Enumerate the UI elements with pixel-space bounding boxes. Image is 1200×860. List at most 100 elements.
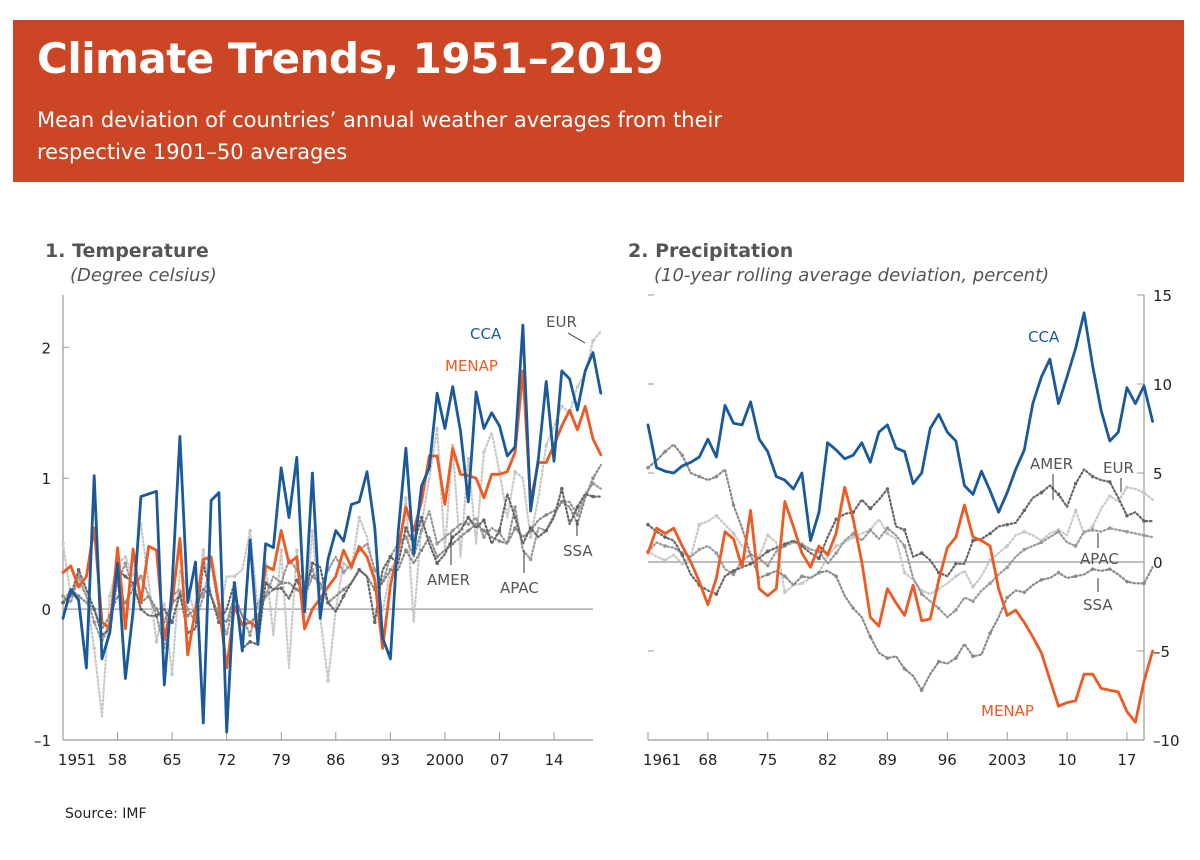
- data-point-eur: [834, 544, 838, 548]
- series-line-ssa: [61, 464, 602, 630]
- data-point-apac: [1107, 526, 1112, 530]
- data-point-amer: [310, 561, 315, 566]
- data-point-apac: [1056, 529, 1061, 534]
- data-point-amer: [575, 505, 580, 509]
- series-line-cca: [61, 323, 603, 734]
- data-point-ssa: [310, 574, 315, 579]
- data-point-ssa: [544, 513, 549, 517]
- series-line-eur: [61, 330, 602, 718]
- data-point-amer: [731, 569, 736, 573]
- data-point-amer: [357, 568, 361, 572]
- data-point-eur: [466, 456, 471, 461]
- temperature-panel-subtitle: (Degree celsius): [70, 265, 217, 286]
- source-note: Source: IMF: [65, 806, 147, 822]
- data-point-eur: [435, 426, 439, 431]
- label-leader-line: [567, 332, 586, 344]
- data-point-amer: [123, 574, 128, 579]
- data-point-amer: [817, 556, 821, 561]
- data-point-eur: [1022, 529, 1027, 534]
- data-point-eur: [800, 581, 804, 586]
- series-label-cca: CCA: [470, 325, 502, 343]
- x-tick-label: 1961: [643, 751, 681, 769]
- data-point-amer: [646, 522, 650, 527]
- data-point-apac: [372, 568, 377, 572]
- data-point-apac: [936, 606, 941, 611]
- data-point-ssa: [714, 474, 719, 479]
- y-tick-label: –5: [1153, 643, 1170, 661]
- data-point-amer: [591, 494, 595, 499]
- data-point-eur: [575, 384, 580, 389]
- data-point-ssa: [341, 587, 346, 592]
- data-point-eur: [1107, 494, 1112, 498]
- data-point-amer: [1073, 481, 1078, 486]
- data-point-amer: [544, 528, 549, 533]
- data-point-ssa: [954, 656, 958, 660]
- data-point-ssa: [450, 541, 455, 546]
- data-point-apac: [885, 526, 890, 530]
- series-line-ssa: [646, 443, 1154, 692]
- data-point-amer: [1107, 480, 1112, 484]
- x-tick-label: 10: [1057, 751, 1076, 769]
- y-tick-label: 15: [1153, 287, 1172, 305]
- x-tick-label: 93: [381, 751, 400, 769]
- data-point-amer: [154, 613, 159, 618]
- data-point-amer: [466, 515, 471, 520]
- data-point-eur: [560, 404, 564, 409]
- x-tick-label: 2000: [426, 751, 464, 769]
- y-tick-label: 0: [1153, 554, 1163, 572]
- data-point-ssa: [646, 465, 650, 470]
- data-point-apac: [1005, 565, 1009, 570]
- precipitation-panel-title: 2. Precipitation: [628, 240, 793, 262]
- data-point-apac: [851, 531, 856, 536]
- data-point-eur: [1073, 508, 1078, 513]
- y-tick-label: 10: [1153, 376, 1172, 394]
- data-point-eur: [697, 522, 702, 527]
- data-point-apac: [185, 607, 190, 611]
- data-point-ssa: [885, 656, 890, 660]
- data-point-ssa: [1125, 579, 1129, 584]
- data-point-amer: [372, 620, 377, 625]
- data-point-eur: [765, 533, 770, 538]
- data-point-apac: [1090, 528, 1095, 532]
- data-point-ssa: [1107, 567, 1112, 571]
- data-point-ssa: [154, 607, 159, 611]
- data-point-ssa: [919, 688, 924, 692]
- data-point-apac: [201, 594, 206, 598]
- data-point-eur: [885, 531, 890, 536]
- data-point-amer: [388, 554, 393, 559]
- series-line-apac: [61, 482, 602, 650]
- data-point-amer: [1056, 492, 1061, 497]
- data-point-ssa: [971, 654, 975, 659]
- data-point-apac: [1022, 547, 1027, 552]
- data-point-apac: [834, 551, 838, 555]
- title-banner: Climate Trends, 1951–2019 Mean deviation…: [13, 20, 1184, 182]
- data-point-eur: [154, 640, 159, 644]
- data-point-apac: [123, 561, 128, 566]
- data-point-apac: [697, 547, 702, 552]
- data-point-apac: [765, 563, 770, 568]
- data-point-amer: [450, 535, 455, 539]
- data-point-amer: [1022, 508, 1027, 513]
- series-label-eur: EUR: [1103, 459, 1134, 477]
- data-point-ssa: [419, 548, 424, 553]
- data-point-ssa: [988, 631, 992, 635]
- y-tick-label: –1: [34, 732, 51, 750]
- data-point-ssa: [783, 574, 787, 579]
- x-tick-label: 65: [163, 751, 182, 769]
- data-point-ssa: [731, 503, 736, 507]
- data-point-amer: [919, 551, 924, 555]
- series-label-cca: CCA: [1028, 328, 1060, 346]
- data-point-eur: [295, 548, 299, 553]
- data-point-apac: [902, 544, 907, 548]
- data-point-apac: [92, 620, 96, 625]
- series-line-eur: [646, 486, 1154, 596]
- series-label-apac: APAC: [500, 579, 539, 597]
- data-point-ssa: [497, 539, 502, 543]
- data-point-ssa: [295, 587, 299, 592]
- data-point-amer: [170, 620, 174, 625]
- x-tick-label: 2003: [988, 751, 1026, 769]
- data-point-ssa: [513, 526, 517, 530]
- data-point-eur: [232, 574, 237, 579]
- x-tick-label: 86: [326, 751, 345, 769]
- data-point-amer: [326, 600, 330, 605]
